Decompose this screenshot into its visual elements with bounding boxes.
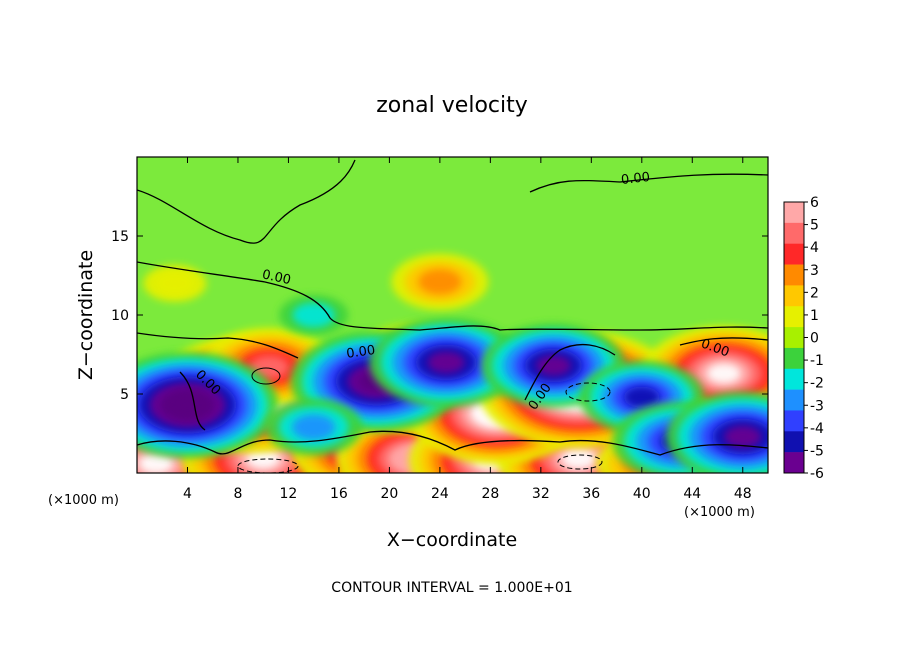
x-tick-label: 48	[734, 486, 752, 502]
x-tick-label: 4	[183, 486, 192, 502]
zero-contour-bottom	[137, 430, 768, 456]
x-tick-label: 44	[683, 486, 701, 502]
colorbar-swatch	[784, 389, 804, 411]
x-tick-label: 40	[633, 486, 651, 502]
colorbar-tick-label: -4	[810, 421, 824, 437]
zero-contour-lower-right	[679, 337, 768, 346]
field-level-ring	[292, 302, 335, 328]
x-axis: 4 8 12 16 20 24 28 32 36 40 44 48	[183, 157, 752, 502]
negative-velocity-cell	[137, 351, 279, 459]
colorbar-swatch	[784, 347, 804, 370]
colorbar-tick-label: -3	[810, 398, 824, 414]
negative-velocity-cell	[369, 317, 524, 408]
colorbar: 6 5 4 3 2 1 0 -1 -2 -3 -4 -5 -6	[783, 195, 824, 482]
contour-label: 0.00	[620, 170, 650, 188]
field-level-ring	[535, 355, 571, 376]
colorbar-tick-label: 5	[810, 218, 819, 234]
colorbar-tick-label: -2	[810, 376, 824, 392]
colorbar-swatch	[784, 368, 804, 390]
zero-contour-upper	[137, 159, 356, 244]
colorbar-swatch	[784, 243, 804, 265]
field-level-ring	[724, 425, 762, 448]
colorbar-swatch	[784, 202, 804, 224]
field-level-ring	[427, 351, 465, 374]
colorbar-tick-label: -1	[810, 353, 824, 369]
colorbar-swatch	[784, 285, 804, 307]
colorbar-tick-label: -5	[810, 443, 824, 459]
field-level-ring	[623, 386, 660, 408]
zero-contour-wave	[179, 343, 616, 431]
x-tick-label: 32	[532, 486, 550, 502]
contour-label: 0.00	[345, 343, 376, 362]
dashed-contour-2	[237, 458, 299, 473]
solid-contour-small	[251, 367, 281, 385]
y-tick-label: 15	[111, 229, 129, 245]
negative-contours	[237, 382, 611, 473]
colorbar-tick-label: 6	[810, 195, 819, 211]
colorbar-swatch	[784, 327, 804, 349]
negative-velocity-cell	[265, 398, 363, 456]
colorbar-tick-label: 1	[810, 308, 819, 324]
colorbar-tick-label: -6	[810, 466, 824, 482]
x-tick-label: 24	[431, 486, 449, 502]
field-level-ring	[561, 448, 596, 469]
y-axis: 5 10 15	[111, 229, 768, 403]
x-tick-label: 8	[233, 486, 242, 502]
colorbar-swatch	[784, 431, 804, 453]
field-level-ring	[292, 414, 336, 440]
negative-velocity-cell	[665, 391, 768, 473]
contour-labels: 0.00 0.00 0.00 0.00 0.00 0.00	[192, 170, 731, 413]
colorbar-tick-label: 2	[810, 285, 819, 301]
colorbar-tick-label: 3	[810, 263, 819, 279]
colorbar-swatch	[784, 264, 804, 286]
x-tick-label: 16	[330, 486, 348, 502]
colorbar-swatch	[784, 222, 804, 244]
contour-label: 0.00	[261, 267, 292, 288]
x-unit-left: (×1000 m)	[48, 493, 119, 508]
field-level-ring	[138, 453, 174, 473]
chart-title: zonal velocity	[376, 93, 528, 118]
contour-interval-note: CONTOUR INTERVAL = 1.000E+01	[331, 580, 572, 596]
colorbar-tick-label: 0	[810, 331, 819, 347]
x-axis-label: X−coordinate	[387, 529, 517, 551]
dashed-contour-3	[557, 454, 603, 470]
y-tick-label: 10	[111, 308, 129, 324]
contour-lines	[137, 159, 768, 456]
velocity-field	[137, 253, 768, 473]
field-level-ring	[706, 363, 742, 384]
x-tick-label: 12	[280, 486, 298, 502]
colorbar-tick-label: 4	[810, 240, 819, 256]
colorbar-swatch	[784, 452, 804, 474]
x-tick-label: 36	[582, 486, 600, 502]
field-level-ring	[155, 271, 195, 295]
positive-velocity-cell	[143, 264, 207, 302]
zero-contour-lower-left	[137, 332, 299, 359]
positive-velocity-cell	[391, 253, 489, 311]
plot-area: 0.00 0.00 0.00 0.00 0.00 0.00	[137, 157, 768, 473]
negative-velocity-cell	[279, 294, 349, 336]
colorbar-swatch	[784, 306, 804, 328]
y-tick-label: 5	[120, 387, 129, 403]
x-tick-label: 28	[481, 486, 499, 502]
colorbar-swatch	[784, 410, 804, 432]
x-unit-right: (×1000 m)	[684, 505, 755, 520]
field-level-ring	[170, 395, 205, 415]
dashed-contour-1	[565, 382, 611, 402]
field-level-ring	[418, 269, 462, 295]
zero-contour-mid	[137, 261, 768, 331]
zero-contour-upper-2	[529, 173, 768, 193]
x-tick-label: 20	[380, 486, 398, 502]
y-axis-label: Z−coordinate	[75, 250, 97, 380]
